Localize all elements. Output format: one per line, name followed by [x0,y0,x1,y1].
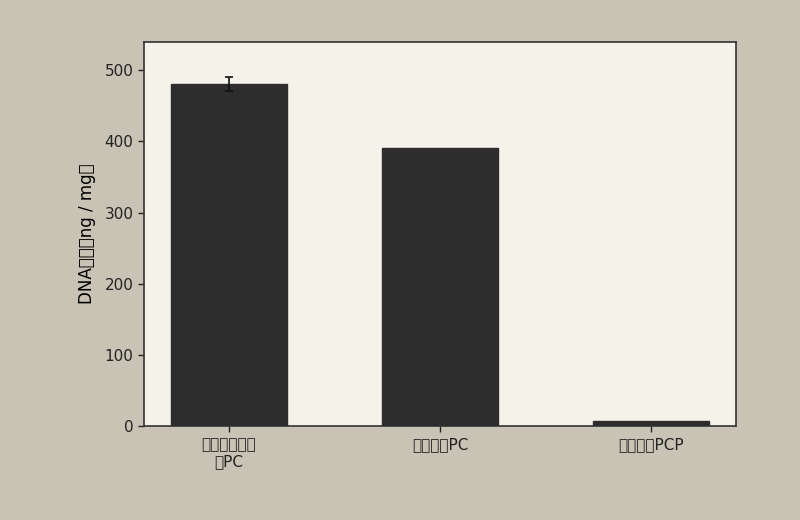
Bar [382,149,498,426]
Bar [171,84,287,426]
Y-axis label: DNA含量（ng / mg）: DNA含量（ng / mg） [78,164,96,304]
Bar [593,421,709,426]
